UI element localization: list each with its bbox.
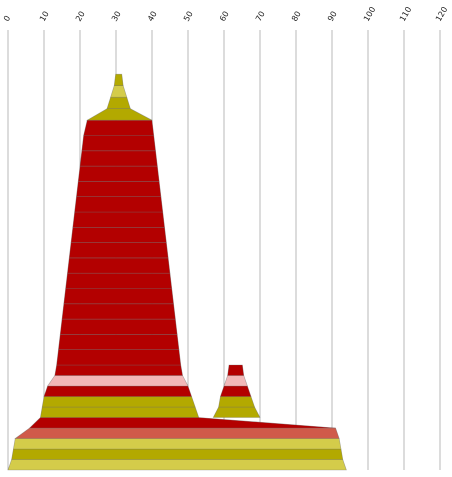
x-tick-label-20: 20 — [74, 10, 87, 23]
band-level-9-segment-1 — [47, 375, 189, 387]
x-tick-label-40: 40 — [146, 10, 159, 23]
band-level-13-segment-1 — [59, 318, 178, 335]
x-tick-label-50: 50 — [182, 10, 195, 23]
x-tick-label-90: 90 — [326, 10, 339, 23]
band-level-6-segment-2 — [212, 406, 261, 418]
band-level-7-segment-2 — [218, 396, 256, 408]
band-level-7-segment-1 — [41, 396, 196, 408]
x-tick-label-30: 30 — [110, 10, 123, 23]
x-tick-label-120: 120 — [434, 5, 449, 23]
band-level-27-segment-1 — [86, 108, 153, 121]
band-level-26-segment-1 — [83, 119, 155, 136]
band-level-29-segment-1 — [110, 85, 128, 98]
band-level-28-segment-1 — [106, 96, 131, 109]
band-level-22-segment-1 — [76, 181, 162, 197]
x-tick-label-110: 110 — [398, 5, 413, 23]
band-level-30-segment-1 — [113, 73, 124, 86]
x-tick-label-60: 60 — [218, 10, 231, 23]
band-level-17-segment-1 — [67, 257, 171, 274]
x-tick-label-70: 70 — [254, 10, 267, 23]
band-level-21-segment-1 — [74, 196, 164, 213]
band-level-8-segment-2 — [219, 385, 252, 397]
x-tick-label-10: 10 — [38, 10, 51, 23]
profile-bands — [7, 73, 347, 471]
x-tick-label-0: 0 — [2, 14, 12, 23]
band-level-9-segment-2 — [223, 375, 248, 387]
x-tick-label-80: 80 — [290, 10, 303, 23]
band-level-1-segment-1 — [7, 459, 347, 471]
band-level-15-segment-1 — [63, 288, 174, 305]
band-level-11-segment-1 — [56, 349, 182, 366]
band-level-18-segment-1 — [68, 242, 169, 259]
band-level-24-segment-1 — [79, 150, 158, 167]
band-level-16-segment-1 — [65, 272, 173, 289]
band-level-20-segment-1 — [72, 211, 165, 228]
band-level-19-segment-1 — [70, 227, 167, 243]
band-level-14-segment-1 — [61, 303, 176, 320]
band-level-25-segment-1 — [81, 135, 156, 152]
band-level-12-segment-1 — [58, 334, 180, 351]
band-level-2-segment-1 — [11, 448, 344, 460]
band-level-4-segment-1 — [14, 427, 340, 439]
band-level-6-segment-1 — [40, 406, 200, 418]
band-level-23-segment-1 — [77, 165, 160, 182]
band-level-8-segment-1 — [43, 385, 193, 397]
band-level-5-segment-1 — [28, 417, 336, 429]
band-level-3-segment-1 — [13, 438, 342, 450]
band-level-10-segment-2 — [227, 364, 245, 376]
band-level-10-segment-1 — [54, 364, 183, 376]
x-axis-tick-labels: 0 10 20 30 40 50 60 70 80 90 100 110 120 — [2, 5, 449, 23]
x-tick-label-100: 100 — [362, 5, 377, 23]
